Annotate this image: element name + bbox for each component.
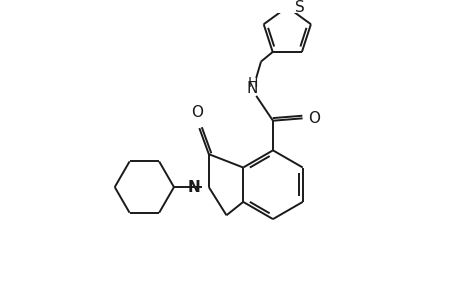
Text: S: S xyxy=(294,0,304,15)
Text: O: O xyxy=(308,111,319,126)
Text: O: O xyxy=(190,104,202,119)
Text: H: H xyxy=(247,76,257,90)
Text: N: N xyxy=(246,81,257,96)
Text: N: N xyxy=(187,180,200,195)
